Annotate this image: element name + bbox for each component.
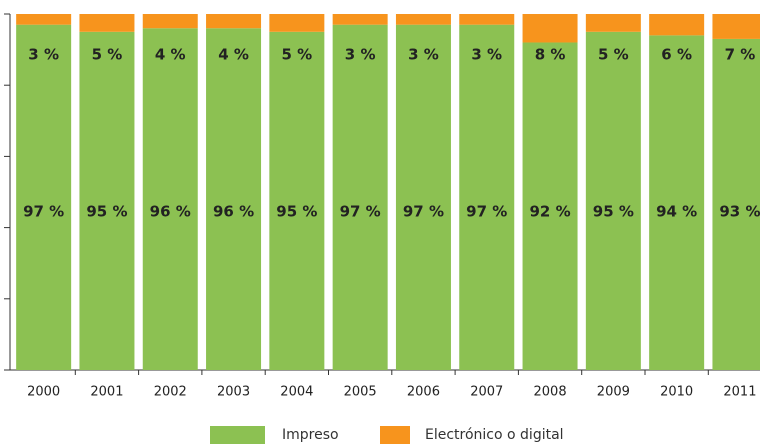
bar-segment <box>16 24 72 371</box>
value-label: 92 % <box>529 203 570 221</box>
x-tick-label: 2000 <box>27 385 60 400</box>
value-label: 5 % <box>598 46 629 64</box>
bar-segment <box>206 14 262 29</box>
bar-segment <box>269 14 325 32</box>
value-label: 4 % <box>218 46 249 64</box>
x-tick-label: 2007 <box>470 385 503 400</box>
value-label: 3 % <box>408 46 439 64</box>
legend-swatch <box>210 426 265 444</box>
legend-swatch <box>380 426 410 444</box>
bar-segment <box>585 14 641 32</box>
value-label: 7 % <box>725 46 756 64</box>
value-label: 95 % <box>276 203 317 221</box>
value-label: 94 % <box>656 203 697 221</box>
bar-segment <box>142 28 198 371</box>
value-label: 96 % <box>213 203 254 221</box>
bar-segment <box>712 38 760 371</box>
bar-segment <box>79 31 135 371</box>
bar-segment <box>142 14 198 29</box>
bar-segment <box>649 14 705 36</box>
bar-segment <box>395 24 451 371</box>
x-tick-label: 2003 <box>217 385 250 400</box>
value-label: 97 % <box>466 203 507 221</box>
x-tick-label: 2004 <box>280 385 313 400</box>
value-label: 97 % <box>23 203 64 221</box>
value-label: 3 % <box>28 46 59 64</box>
value-label: 93 % <box>719 203 760 221</box>
value-label: 3 % <box>471 46 502 64</box>
bar-segment <box>585 31 641 371</box>
value-label: 97 % <box>340 203 381 221</box>
bar-segment <box>332 14 388 25</box>
value-label: 4 % <box>155 46 186 64</box>
value-label: 5 % <box>92 46 123 64</box>
x-tick-label: 2010 <box>660 385 693 400</box>
x-tick-label: 2009 <box>597 385 630 400</box>
bar-segment <box>206 28 262 371</box>
x-tick-label: 2008 <box>534 385 567 400</box>
bar-segment <box>79 14 135 32</box>
value-label: 97 % <box>403 203 444 221</box>
bar-segment <box>649 35 705 371</box>
bar-segment <box>522 42 578 370</box>
x-tick-label: 2002 <box>154 385 187 400</box>
x-tick-label: 2011 <box>723 385 756 400</box>
bar-segment <box>712 14 760 39</box>
bar-segment <box>459 14 515 25</box>
bar-segment <box>16 14 72 25</box>
x-tick-label: 2001 <box>90 385 123 400</box>
bar-segment <box>459 24 515 371</box>
value-label: 8 % <box>535 46 566 64</box>
value-label: 96 % <box>150 203 191 221</box>
legend-label: Impreso <box>282 427 339 443</box>
bar-segment <box>395 14 451 25</box>
x-tick-label: 2005 <box>344 385 377 400</box>
value-label: 5 % <box>281 46 312 64</box>
x-tick-label: 2006 <box>407 385 440 400</box>
value-label: 95 % <box>593 203 634 221</box>
bar-segment <box>269 31 325 371</box>
bar-segment <box>522 14 578 43</box>
bar-segment <box>332 24 388 371</box>
value-label: 95 % <box>86 203 127 221</box>
value-label: 6 % <box>661 46 692 64</box>
legend-label: Electrónico o digital <box>425 427 564 443</box>
value-label: 3 % <box>345 46 376 64</box>
